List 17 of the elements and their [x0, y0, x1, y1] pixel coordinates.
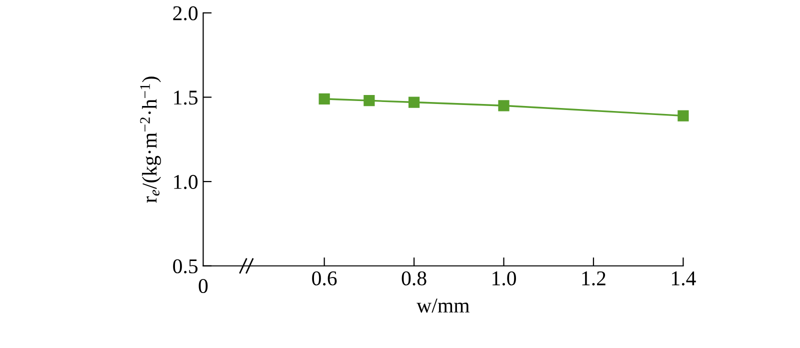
x-axis-title: w/mm	[416, 298, 470, 313]
point	[318, 93, 330, 104]
x-tick-label: 1.4	[672, 271, 696, 286]
y-axis-title: r$_{e}$/(kg·m$^{−2}$·h$^{−1}$)	[140, 76, 161, 203]
y-tick-label: 2.0	[173, 6, 198, 20]
x-tick-label: 0.8	[402, 271, 426, 286]
text: 0	[198, 278, 208, 294]
y-tick-label: 0.5	[173, 259, 198, 274]
point	[678, 110, 689, 122]
x-tick-label: 1.2	[582, 271, 606, 286]
x-tick-label: 1.0	[492, 271, 516, 286]
y-tick-label: 1.0	[174, 174, 198, 190]
point	[408, 96, 420, 108]
point	[498, 100, 510, 112]
x-tick-label: 0.6	[312, 271, 337, 286]
y-tick-label: 1.5	[174, 90, 198, 105]
point	[364, 95, 375, 106]
